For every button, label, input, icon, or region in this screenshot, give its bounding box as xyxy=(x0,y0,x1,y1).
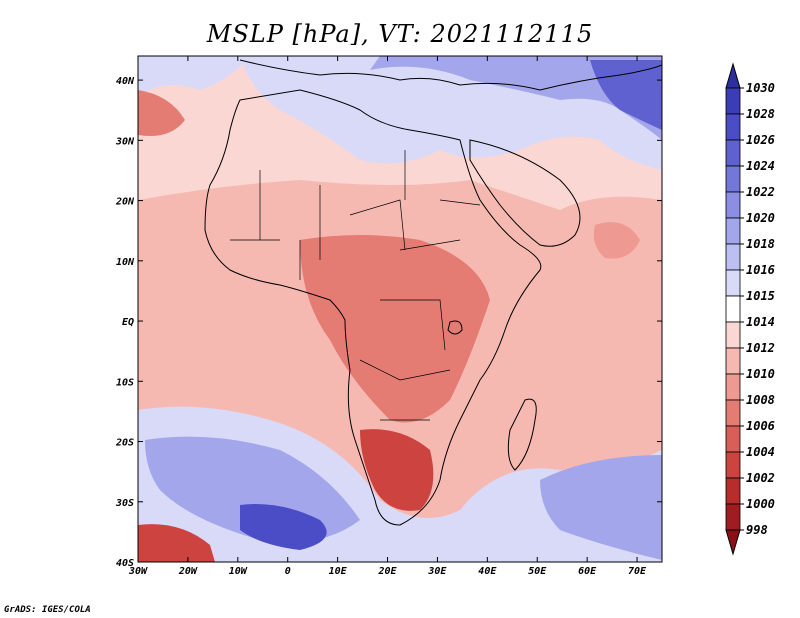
colorbar-swatch xyxy=(725,269,741,297)
colorbar-swatch xyxy=(725,87,741,115)
lon-tick-label: 30W xyxy=(128,566,148,577)
colorbar-swatch xyxy=(725,191,741,219)
madagascar-coastline xyxy=(507,398,537,471)
lat-tick-label: 40S xyxy=(116,558,134,569)
colorbar-label: 1012 xyxy=(746,341,775,355)
pressure-zone-low-southwest-atlantic xyxy=(138,524,215,562)
pressure-zone-low-southern-africa xyxy=(360,429,434,511)
lat-tick-label: 40N xyxy=(116,76,135,87)
colorbar-swatch xyxy=(725,165,741,193)
lat-tick-label: 30S xyxy=(115,498,134,509)
axis-ticks: 30W 20W 10W 0 10E 20E 30E 40E 50E 60E 70E 40N 30N 20N… xyxy=(115,56,662,577)
colorbar-label: 1008 xyxy=(746,393,775,407)
colorbar-label: 1014 xyxy=(746,315,775,329)
figure-title: MSLP [hPa], VT: 2021112115 xyxy=(206,20,593,48)
lon-tick-label: 0 xyxy=(285,566,291,577)
colorbar-label: 1020 xyxy=(746,211,775,225)
colorbar-swatch xyxy=(725,451,741,479)
colorbar-label: 1006 xyxy=(746,419,775,433)
country-borders xyxy=(230,150,481,421)
lon-tick-label: 70E xyxy=(628,566,647,577)
africa-coastline xyxy=(204,89,542,526)
lon-tick-label: 50E xyxy=(528,566,547,577)
pressure-zone-high-asia xyxy=(590,60,662,130)
lon-tick-label: 30E xyxy=(427,566,447,577)
colorbar-label: 1016 xyxy=(746,263,775,277)
pressure-zone-high-mideast xyxy=(370,56,662,140)
colorbar-label: 1024 xyxy=(746,159,775,173)
lake-victoria xyxy=(447,320,463,335)
colorbar-label: 1028 xyxy=(746,107,775,121)
colorbar-swatch xyxy=(725,373,741,401)
lat-tick-label: 30N xyxy=(115,136,135,147)
colorbar-label: 1004 xyxy=(746,445,775,459)
map-frame xyxy=(137,55,663,563)
colorbar-swatch xyxy=(725,321,741,349)
lat-tick-label: 10N xyxy=(116,257,135,268)
pressure-zone-low-central-africa xyxy=(300,235,490,423)
lon-tick-label: 20E xyxy=(377,566,397,577)
colorbar: 1030 1028 1026 1024 1022 1020 1018 1016 1015 1014… xyxy=(725,62,775,556)
europe-coastline xyxy=(239,59,662,91)
lat-tick-label: 20N xyxy=(115,197,135,208)
colorbar-label: 1022 xyxy=(746,185,775,199)
colorbar-swatch xyxy=(725,477,741,505)
coastlines xyxy=(204,59,662,526)
pressure-zone-low-arabian-sea xyxy=(593,222,640,259)
colorbar-label: 1010 xyxy=(746,367,775,381)
lat-tick-label: EQ xyxy=(122,317,134,328)
colorbar-label: 1000 xyxy=(746,497,775,511)
lat-tick-label: 20S xyxy=(115,438,134,449)
colorbar-label: 1026 xyxy=(746,133,775,147)
colorbar-swatch xyxy=(725,113,741,141)
colorbar-swatch xyxy=(725,399,741,427)
credit-text: GrADS: IGES/COLA xyxy=(4,605,91,615)
lon-tick-label: 40E xyxy=(478,566,497,577)
lat-tick-label: 10S xyxy=(116,377,134,388)
colorbar-swatch xyxy=(725,295,741,323)
map-panel: 30W 20W 10W 0 10E 20E 30E 40E 50E 60E 70E 40N 30N 20N… xyxy=(115,55,663,577)
lon-tick-label: 10W xyxy=(229,566,248,577)
colorbar-label: 998 xyxy=(746,523,768,537)
colorbar-swatch xyxy=(725,217,741,245)
colorbar-label: 1030 xyxy=(746,81,775,95)
colorbar-swatch xyxy=(725,243,741,271)
lon-tick-label: 60E xyxy=(578,566,597,577)
colorbar-label: 1015 xyxy=(746,289,775,303)
colorbar-swatch xyxy=(725,503,741,531)
lon-tick-label: 10E xyxy=(329,566,348,577)
arabian-peninsula-coastline xyxy=(469,139,581,247)
colorbar-label: 1018 xyxy=(746,237,775,251)
pressure-fields xyxy=(138,56,662,562)
pressure-zone-low-northwest-atlantic xyxy=(138,90,185,136)
pressure-zone-high-atlantic-north xyxy=(138,56,250,95)
pressure-zone-high-south-core xyxy=(240,504,327,550)
colorbar-bottom-arrow xyxy=(725,529,741,556)
pressure-zone-high-indian xyxy=(540,455,662,560)
colorbar-swatch xyxy=(725,425,741,453)
colorbar-top-arrow xyxy=(725,62,741,89)
colorbar-label: 1002 xyxy=(746,471,775,485)
lon-tick-label: 20W xyxy=(178,566,198,577)
colorbar-swatch xyxy=(725,139,741,167)
colorbar-swatch xyxy=(725,347,741,375)
